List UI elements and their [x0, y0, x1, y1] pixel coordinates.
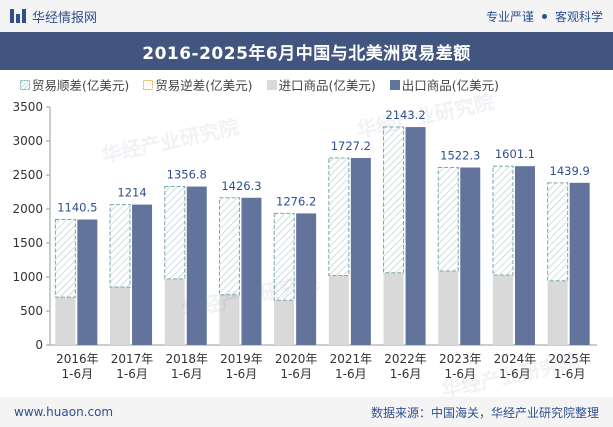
footer-source: 数据来源：中国海关，华经产业研究院整理	[370, 405, 599, 420]
surplus-data-label: 1522.3	[440, 149, 480, 163]
brand-name: 华经情报网	[32, 10, 98, 26]
export-bar	[405, 127, 426, 345]
top-bar: 华经情报网 专业严谨 客观科学	[0, 0, 613, 32]
legend-swatch-import	[266, 79, 277, 90]
y-tick-label: 3000	[12, 134, 43, 148]
surplus-data-label: 1727.2	[331, 139, 371, 153]
import-bar	[492, 275, 513, 345]
x-tick-label: 2025年 1-6月	[548, 352, 591, 381]
surplus-bar	[437, 167, 459, 272]
surplus-bar	[218, 197, 240, 296]
legend-swatch-deficit	[143, 79, 154, 90]
export-bar	[186, 186, 207, 345]
x-tick-label: 2018年 1-6月	[165, 352, 208, 381]
y-tick-label: 2000	[12, 202, 43, 216]
export-bar	[241, 197, 262, 345]
import-bar	[110, 287, 131, 345]
y-tick-label: 1500	[12, 236, 43, 250]
chart-title: 2016-2025年6月中国与北美洲贸易差额	[0, 32, 613, 70]
import-bar	[219, 294, 240, 345]
x-tick-label: 2024年 1-6月	[494, 352, 537, 381]
export-bar	[460, 167, 481, 345]
export-bar	[350, 158, 371, 345]
logo-icon	[10, 9, 26, 23]
legend-swatch-export	[389, 79, 400, 90]
footer-website: www.huaon.com	[14, 405, 114, 419]
legend-item-import: 进口商品(亿美元)	[266, 75, 376, 94]
export-bar	[514, 166, 535, 345]
export-bar	[77, 219, 98, 345]
surplus-data-label: 1426.3	[221, 179, 261, 193]
legend-label-surplus: 贸易顺差(亿美元)	[32, 78, 130, 93]
surplus-data-label: 1439.9	[550, 164, 590, 178]
surplus-bar	[547, 182, 569, 282]
legend-label-deficit: 贸易逆差(亿美元)	[155, 78, 253, 93]
surplus-bar	[328, 157, 350, 276]
x-tick-label: 2017年 1-6月	[111, 352, 154, 381]
chart-area: 0 500 1000 1500 2000 2500 3000 3500 1140.5 2016年 1…	[0, 95, 613, 390]
import-bar	[547, 280, 568, 345]
y-tick-label: 2500	[12, 168, 43, 182]
import-bar	[274, 300, 295, 345]
legend-item-deficit: 贸易逆差(亿美元)	[143, 75, 253, 94]
slogan-2: 客观科学	[554, 9, 603, 24]
x-tick-label: 2020年 1-6月	[275, 352, 318, 381]
legend-label-import: 进口商品(亿美元)	[278, 78, 376, 93]
export-bar	[296, 213, 317, 345]
y-tick-label: 1000	[12, 270, 43, 284]
slogan: 专业严谨 客观科学	[486, 8, 603, 25]
x-tick-label: 2023年 1-6月	[439, 352, 482, 381]
surplus-data-label: 1601.1	[495, 147, 535, 161]
import-bar	[328, 275, 349, 345]
legend-item-export: 出口商品(亿美元)	[389, 75, 500, 94]
surplus-data-label: 1356.8	[167, 168, 207, 182]
surplus-data-label: 1140.5	[57, 201, 97, 215]
legend-label-export: 出口商品(亿美元)	[401, 78, 500, 93]
legend-item-surplus: 贸易顺差(亿美元)	[20, 75, 129, 94]
brand: 华经情报网	[10, 7, 97, 26]
slogan-1: 专业严谨	[485, 9, 534, 24]
export-bar	[569, 182, 590, 345]
footer: www.huaon.com 数据来源：中国海关，华经产业研究院整理	[0, 397, 613, 427]
surplus-bar	[54, 219, 76, 298]
x-tick-label: 2021年 1-6月	[330, 352, 373, 381]
export-bar	[132, 204, 153, 345]
x-tick-label: 2016年 1-6月	[56, 352, 99, 381]
surplus-data-label: 2143.2	[385, 108, 425, 122]
x-tick-label: 2019年 1-6月	[220, 352, 263, 381]
surplus-bar	[164, 186, 186, 280]
bar-chart: 0 500 1000 1500 2000 2500 3000 3500 1140.5 2016年 1…	[12, 100, 597, 381]
y-tick-label: 500	[20, 304, 43, 318]
dot-icon	[541, 13, 547, 19]
surplus-data-label: 1214	[117, 186, 146, 200]
surplus-bar	[109, 204, 131, 288]
surplus-data-label: 1276.2	[276, 194, 316, 208]
import-bar	[383, 272, 404, 345]
import-bar	[164, 278, 185, 345]
legend-swatch-surplus	[20, 79, 30, 90]
x-tick-label: 2022年 1-6月	[384, 352, 427, 381]
y-tick-label: 3500	[12, 100, 43, 114]
surplus-bar	[492, 165, 514, 276]
y-tick-label: 0	[35, 338, 43, 352]
import-bar	[438, 271, 459, 345]
surplus-bar	[383, 126, 405, 274]
legend: 贸易顺差(亿美元) 贸易逆差(亿美元) 进口商品(亿美元) 出口商品(亿美元)	[20, 75, 499, 94]
import-bar	[55, 297, 76, 345]
surplus-bar	[273, 212, 295, 301]
